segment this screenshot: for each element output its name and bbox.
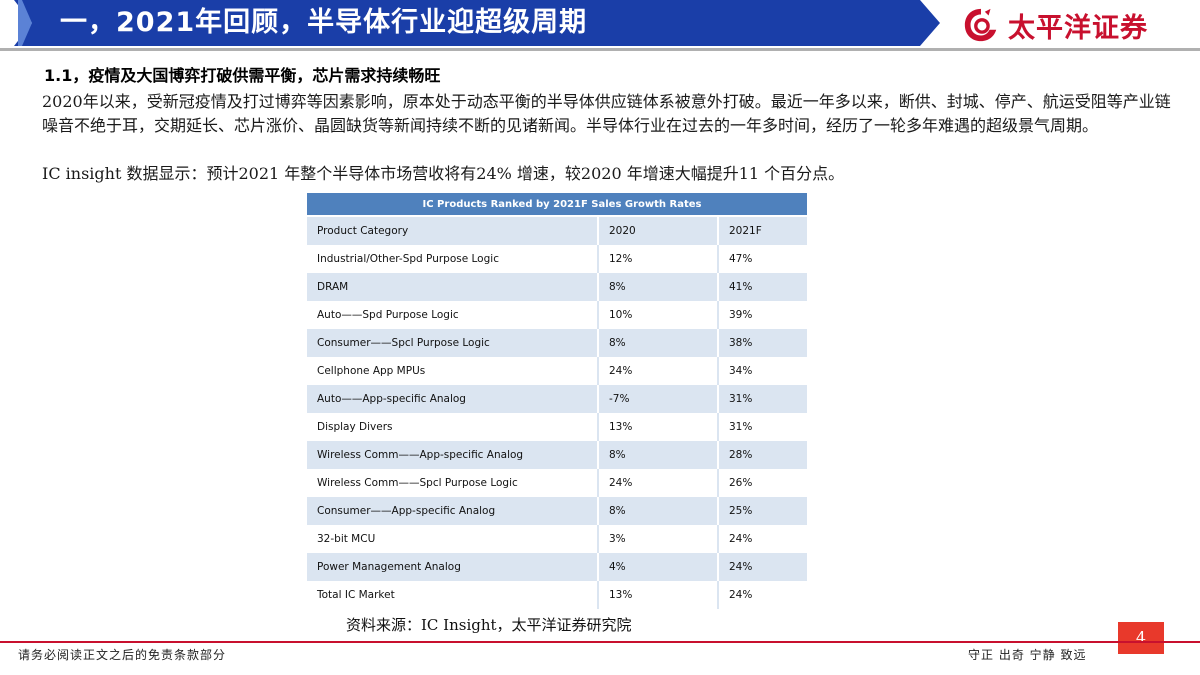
cell-2020: 4% bbox=[597, 553, 717, 581]
header-2021f: 2021F bbox=[717, 217, 807, 245]
table-row: Consumer——Spcl Purpose Logic 8% 38% bbox=[307, 329, 807, 357]
cell-2020: 24% bbox=[597, 357, 717, 385]
table-row: Consumer——App-specific Analog 8% 25% bbox=[307, 497, 807, 525]
cell-product-category: Consumer——App-specific Analog bbox=[307, 497, 597, 525]
cell-product-category: DRAM bbox=[307, 273, 597, 301]
cell-2021f: 34% bbox=[717, 357, 807, 385]
cell-2021f: 28% bbox=[717, 441, 807, 469]
cell-2020: 13% bbox=[597, 413, 717, 441]
cell-product-category: Consumer——Spcl Purpose Logic bbox=[307, 329, 597, 357]
company-logo: 太平洋证券 bbox=[962, 6, 1148, 44]
header-2020: 2020 bbox=[597, 217, 717, 245]
cell-2021f: 39% bbox=[717, 301, 807, 329]
growth-rate-table: IC Products Ranked by 2021F Sales Growth… bbox=[307, 193, 807, 609]
cell-2020: 8% bbox=[597, 273, 717, 301]
table-row: Power Management Analog 4% 24% bbox=[307, 553, 807, 581]
cell-2021f: 24% bbox=[717, 525, 807, 553]
table-row: Auto——App-specific Analog -7% 31% bbox=[307, 385, 807, 413]
cell-2020: 10% bbox=[597, 301, 717, 329]
source-note: 资料来源：IC Insight，太平洋证券研究院 bbox=[346, 616, 632, 634]
cell-product-category: Auto——App-specific Analog bbox=[307, 385, 597, 413]
cell-2021f: 47% bbox=[717, 245, 807, 273]
cell-2020: -7% bbox=[597, 385, 717, 413]
cell-product-category: Auto——Spd Purpose Logic bbox=[307, 301, 597, 329]
footer-motto: 守正 出奇 宁静 致远 bbox=[968, 648, 1087, 662]
logo-text: 太平洋证券 bbox=[1008, 12, 1148, 44]
cell-2020: 3% bbox=[597, 525, 717, 553]
table-row: Total IC Market 13% 24% bbox=[307, 581, 807, 609]
cell-2020: 8% bbox=[597, 497, 717, 525]
table-row: Cellphone App MPUs 24% 34% bbox=[307, 357, 807, 385]
cell-2020: 12% bbox=[597, 245, 717, 273]
header-product-category: Product Category bbox=[307, 217, 597, 245]
table-row: 32-bit MCU 3% 24% bbox=[307, 525, 807, 553]
page-title: 一，2021年回顾，半导体行业迎超级周期 bbox=[60, 7, 588, 38]
header-divider bbox=[0, 48, 1200, 51]
table-row: Wireless Comm——Spcl Purpose Logic 24% 26% bbox=[307, 469, 807, 497]
table-title: IC Products Ranked by 2021F Sales Growth… bbox=[307, 193, 807, 217]
cell-2020: 13% bbox=[597, 581, 717, 609]
table-row: Industrial/Other-Spd Purpose Logic 12% 47% bbox=[307, 245, 807, 273]
cell-2021f: 38% bbox=[717, 329, 807, 357]
footer-divider bbox=[0, 641, 1200, 643]
cell-2020: 8% bbox=[597, 441, 717, 469]
cell-2021f: 25% bbox=[717, 497, 807, 525]
cell-2021f: 41% bbox=[717, 273, 807, 301]
cell-product-category: Power Management Analog bbox=[307, 553, 597, 581]
cell-product-category: Industrial/Other-Spd Purpose Logic bbox=[307, 245, 597, 273]
cell-2021f: 24% bbox=[717, 553, 807, 581]
cell-product-category: Wireless Comm——Spcl Purpose Logic bbox=[307, 469, 597, 497]
cell-product-category: Total IC Market bbox=[307, 581, 597, 609]
body-paragraph-2: IC insight 数据显示：预计2021 年整个半导体市场营收将有24% 增… bbox=[42, 164, 845, 183]
logo-mark-icon bbox=[964, 8, 997, 42]
header-banner bbox=[0, 0, 940, 46]
table-header-row: Product Category 2020 2021F bbox=[307, 217, 807, 245]
table-row: DRAM 8% 41% bbox=[307, 273, 807, 301]
cell-product-category: Wireless Comm——App-specific Analog bbox=[307, 441, 597, 469]
page-number: 4 bbox=[1118, 622, 1164, 654]
cell-2021f: 24% bbox=[717, 581, 807, 609]
cell-product-category: Display Divers bbox=[307, 413, 597, 441]
cell-product-category: Cellphone App MPUs bbox=[307, 357, 597, 385]
footer-disclaimer: 请务必阅读正文之后的免责条款部分 bbox=[18, 648, 227, 662]
table-title-row: IC Products Ranked by 2021F Sales Growth… bbox=[307, 193, 807, 217]
cell-2021f: 31% bbox=[717, 385, 807, 413]
body-paragraph-1: 2020年以来，受新冠疫情及打过博弈等因素影响，原本处于动态平衡的半导体供应链体… bbox=[42, 92, 1171, 135]
cell-2021f: 26% bbox=[717, 469, 807, 497]
table-row: Display Divers 13% 31% bbox=[307, 413, 807, 441]
cell-2020: 8% bbox=[597, 329, 717, 357]
table-row: Auto——Spd Purpose Logic 10% 39% bbox=[307, 301, 807, 329]
table-row: Wireless Comm——App-specific Analog 8% 28% bbox=[307, 441, 807, 469]
section-heading: 1.1，疫情及大国博弈打破供需平衡，芯片需求持续畅旺 bbox=[44, 66, 441, 85]
cell-2021f: 31% bbox=[717, 413, 807, 441]
cell-2020: 24% bbox=[597, 469, 717, 497]
cell-product-category: 32-bit MCU bbox=[307, 525, 597, 553]
